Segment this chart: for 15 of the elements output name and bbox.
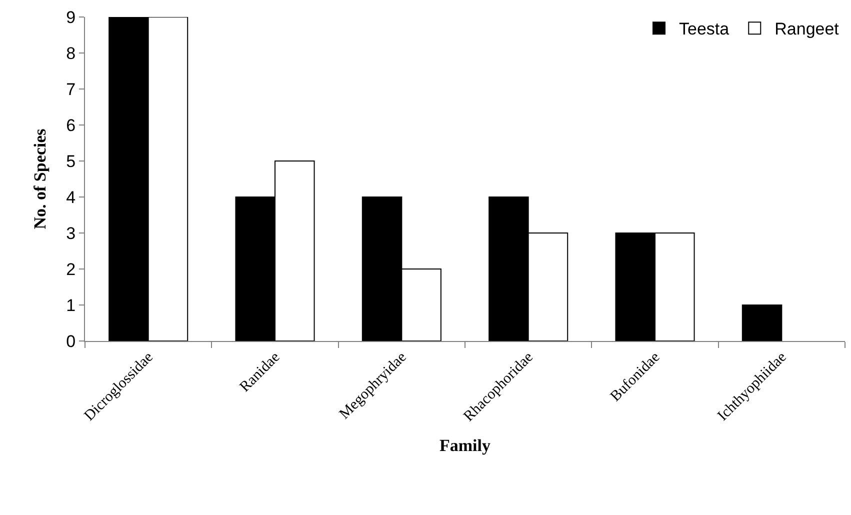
y-tick-label: 0	[66, 332, 76, 351]
y-tick-label: 8	[66, 44, 76, 63]
y-tick-label: 6	[66, 116, 76, 135]
y-tick-label: 9	[66, 8, 76, 27]
x-axis-title: Family	[440, 436, 491, 456]
legend-label: Rangeet	[774, 20, 840, 39]
y-tick-label: 7	[66, 80, 76, 99]
y-tick-label: 3	[66, 224, 76, 243]
y-tick-label: 5	[66, 152, 76, 171]
y-tick-label: 4	[66, 188, 76, 207]
legend-label: Teesta	[679, 20, 730, 39]
y-axis-title: No. of Species	[30, 128, 50, 230]
bar	[742, 304, 782, 341]
y-tick-label: 2	[66, 260, 76, 279]
y-tick-label: 1	[66, 296, 76, 315]
